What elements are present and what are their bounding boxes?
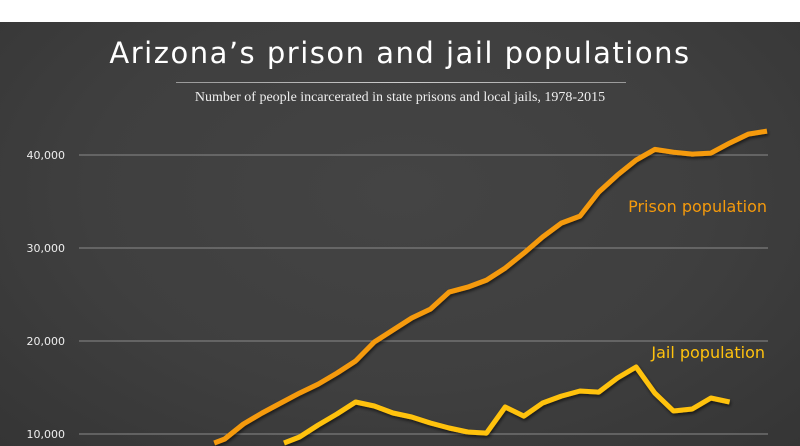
prison-population-line bbox=[213, 128, 768, 446]
y-tick-label: 10,000 bbox=[27, 428, 66, 441]
chart-subtitle: Number of people incarcerated in state p… bbox=[194, 90, 606, 105]
y-tick-label: 30,000 bbox=[27, 242, 66, 255]
y-tick-label: 40,000 bbox=[27, 149, 66, 162]
y-tick-label: 20,000 bbox=[27, 335, 66, 348]
chart-title: Arizona’s prison and jail populations bbox=[109, 36, 691, 70]
chart-background bbox=[0, 22, 800, 446]
jail-population-line bbox=[283, 364, 731, 446]
title-divider bbox=[176, 82, 626, 83]
series-label-jail: Jail population bbox=[650, 343, 765, 362]
series-label-prison: Prison population bbox=[628, 197, 767, 216]
